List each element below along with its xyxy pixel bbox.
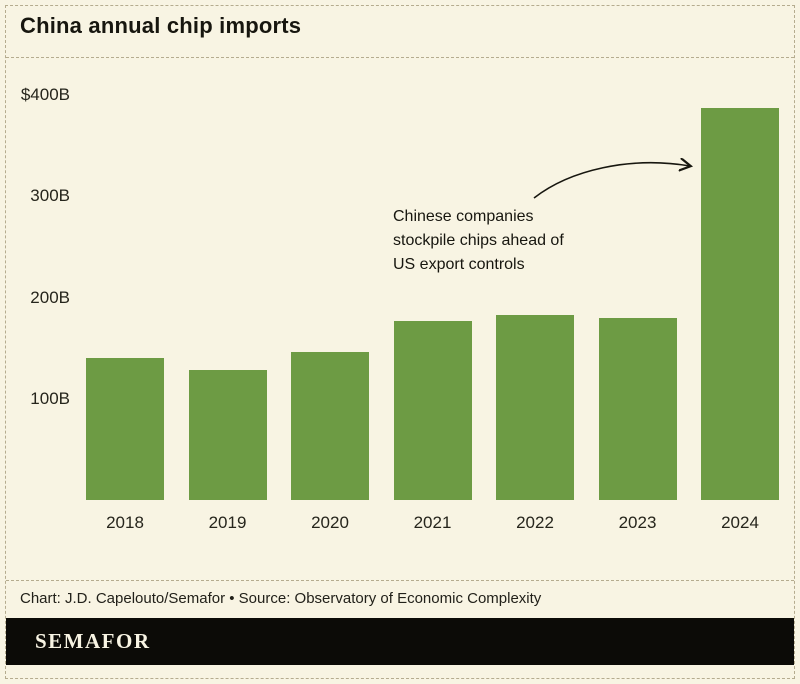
bar-2022 xyxy=(496,315,574,500)
x-tick-label-2019: 2019 xyxy=(208,513,247,532)
bar-2020 xyxy=(291,352,369,500)
chart-annotation: Chinese companies stockpile chips ahead … xyxy=(393,208,564,273)
x-tick-label-2022: 2022 xyxy=(516,513,554,532)
x-tick-label-2020: 2020 xyxy=(311,513,349,532)
bar-2018 xyxy=(86,358,164,500)
bar-2023 xyxy=(598,318,677,500)
x-axis-labels: 2018 2019 2020 2021 2022 2023 2024 xyxy=(86,513,779,533)
bar-2019 xyxy=(188,370,267,500)
page-title: China annual chip imports xyxy=(20,13,302,38)
x-tick-label-2023: 2023 xyxy=(618,513,657,532)
source-credit: Chart: J.D. Capelouto/Semafor • Source: … xyxy=(20,590,542,607)
x-tick-label-2018: 2018 xyxy=(106,513,144,532)
plot-area xyxy=(86,95,779,500)
y-tick-label: 200B xyxy=(30,287,70,307)
footer-divider xyxy=(6,580,794,581)
header-divider xyxy=(6,57,794,58)
x-tick-label-2024: 2024 xyxy=(721,513,759,532)
x-tick-label-2021: 2021 xyxy=(413,513,452,532)
semafor-logo: SEMAFOR xyxy=(35,629,151,653)
bar-2021 xyxy=(393,321,472,500)
brand-banner: SEMAFOR xyxy=(6,618,794,665)
y-tick-label: 300B xyxy=(30,186,70,206)
bar-2024 xyxy=(701,108,779,500)
y-tick-label: 100B xyxy=(30,388,70,408)
bar-chart: 100B 200B 300B $400B 2018 2019 2020 2021 2022 20… xyxy=(0,85,800,532)
annotation-arrow-icon xyxy=(533,148,704,199)
y-tick-label: $400B xyxy=(20,85,70,104)
